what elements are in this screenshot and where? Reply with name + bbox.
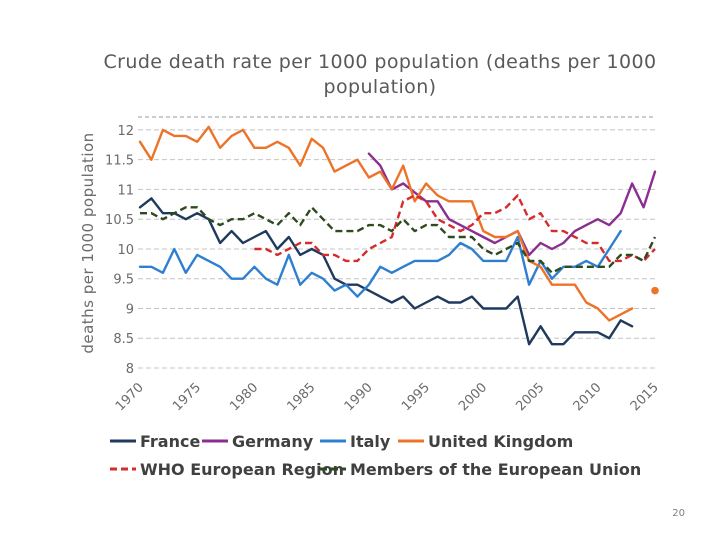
legend-item: United Kingdom (398, 432, 573, 451)
y-axis-label: deaths per 1000 population (79, 132, 97, 353)
legend-label: Germany (232, 432, 314, 451)
y-tick-label: 8 (126, 362, 134, 377)
series-line-germany (367, 152, 657, 257)
x-tick-label: 1995 (399, 380, 433, 414)
page-number: 20 (672, 508, 685, 519)
series-line-united-kingdom (138, 125, 634, 322)
series-line-italy (138, 229, 622, 298)
y-tick-label: 12 (117, 124, 134, 139)
legend-label: Members of the European Union (350, 460, 641, 479)
x-tick-label: 1975 (170, 380, 204, 414)
legend: France Germany Italy United Kingdom WHO Euro… (110, 432, 641, 479)
legend-item: France (110, 432, 200, 451)
series-line-france (138, 197, 634, 346)
legend-item: Members of the European Union (320, 460, 641, 479)
x-tick-label: 2010 (571, 380, 605, 414)
legend-label: France (140, 432, 200, 451)
legend-item: Italy (320, 432, 391, 451)
legend-item: Germany (202, 432, 314, 451)
legend-label: Italy (350, 432, 391, 451)
x-tick-label: 1980 (227, 380, 261, 414)
y-tick-label: 11.5 (105, 154, 134, 169)
x-tick-label: 1990 (342, 380, 376, 414)
legend-label: United Kingdom (428, 432, 573, 451)
series-line-members-of-the-european-union (140, 206, 657, 274)
annotation-marker (651, 286, 659, 295)
x-tick-label: 2005 (513, 380, 547, 414)
chart-title: Crude death rate per 1000 population (de… (103, 51, 657, 98)
y-tick-label: 9.5 (113, 273, 134, 288)
tick-layer: 8 8.5 9 9.5 10 10.5 11 11.5 12 1970 1975 1980 1985 19… (79, 124, 662, 414)
y-tick-label: 9 (126, 302, 134, 317)
legend-item: WHO European Region (110, 460, 344, 479)
y-tick-label: 11 (117, 183, 134, 198)
x-tick-label: 1970 (113, 380, 147, 414)
y-tick-label: 10 (117, 243, 134, 258)
series-layer (138, 125, 659, 346)
grid-layer (138, 116, 655, 369)
y-tick-label: 8.5 (113, 332, 134, 347)
legend-label: WHO European Region (140, 460, 344, 479)
x-tick-label: 2000 (456, 380, 490, 414)
y-tick-label: 10.5 (105, 213, 134, 228)
x-tick-label: 1985 (284, 380, 318, 414)
x-tick-label: 2015 (628, 380, 662, 414)
